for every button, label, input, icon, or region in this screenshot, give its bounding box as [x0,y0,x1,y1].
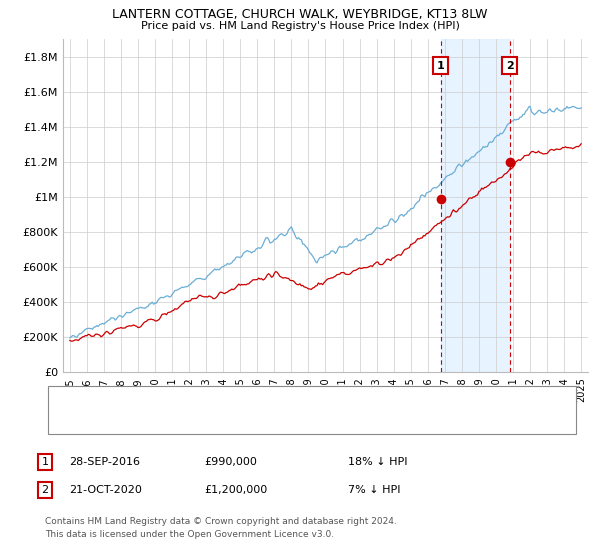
Text: £1,200,000: £1,200,000 [204,485,267,495]
Text: 7% ↓ HPI: 7% ↓ HPI [348,485,401,495]
Text: Contains HM Land Registry data © Crown copyright and database right 2024.: Contains HM Land Registry data © Crown c… [45,517,397,526]
Text: 21-OCT-2020: 21-OCT-2020 [69,485,142,495]
Text: This data is licensed under the Open Government Licence v3.0.: This data is licensed under the Open Gov… [45,530,334,539]
Text: LANTERN COTTAGE, CHURCH WALK, WEYBRIDGE, KT13 8LW (detached house): LANTERN COTTAGE, CHURCH WALK, WEYBRIDGE,… [90,395,496,405]
Text: £990,000: £990,000 [204,457,257,467]
Text: ────: ──── [60,416,85,426]
Text: 2: 2 [506,60,514,71]
Text: 1: 1 [437,60,445,71]
Text: HPI: Average price, detached house, Elmbridge: HPI: Average price, detached house, Elmb… [90,416,336,426]
Text: 2: 2 [41,485,49,495]
Text: 28-SEP-2016: 28-SEP-2016 [69,457,140,467]
Text: LANTERN COTTAGE, CHURCH WALK, WEYBRIDGE, KT13 8LW: LANTERN COTTAGE, CHURCH WALK, WEYBRIDGE,… [112,8,488,21]
Text: 1: 1 [41,457,49,467]
Text: 18% ↓ HPI: 18% ↓ HPI [348,457,407,467]
Text: ────: ──── [60,395,85,405]
Text: Price paid vs. HM Land Registry's House Price Index (HPI): Price paid vs. HM Land Registry's House … [140,21,460,31]
Bar [440,39,509,372]
